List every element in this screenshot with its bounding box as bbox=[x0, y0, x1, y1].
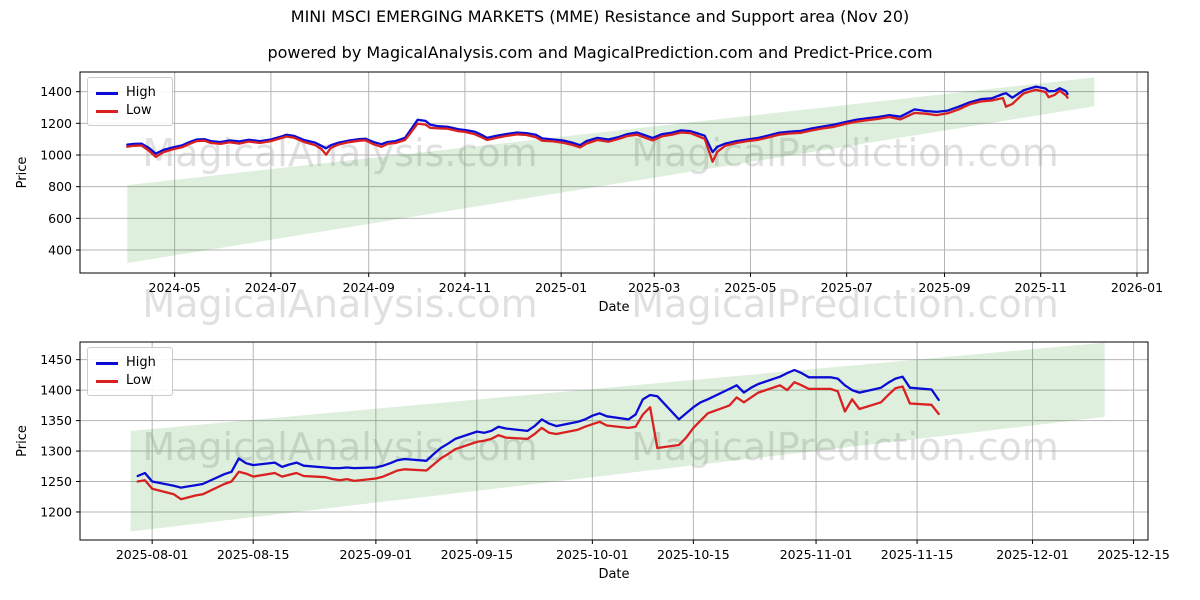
y-tick-label: 1350 bbox=[40, 413, 72, 428]
y-tick-label: 400 bbox=[48, 243, 72, 258]
y-tick-label: 1450 bbox=[40, 352, 72, 367]
y-tick-label: 800 bbox=[48, 179, 72, 194]
legend-label-low: Low bbox=[126, 103, 152, 118]
legend-row-high: High bbox=[96, 84, 164, 102]
x-tick-label: 2025-08-01 bbox=[116, 547, 189, 562]
overview-chart-low-line bbox=[126, 88, 1069, 163]
support-resistance-area bbox=[127, 77, 1095, 264]
x-tick-label: 2025-10-15 bbox=[657, 547, 730, 562]
y-tick-label: 1200 bbox=[40, 504, 72, 519]
y-tick-label: 1300 bbox=[40, 444, 72, 459]
axes-frame bbox=[79, 71, 1149, 274]
high-line-swatch bbox=[96, 91, 118, 95]
x-tick-label: 2025-09 bbox=[918, 280, 970, 295]
x-tick-label: 2024-11 bbox=[439, 280, 491, 295]
x-tick-label: 2025-05 bbox=[724, 280, 776, 295]
x-tick-label: 2024-07 bbox=[245, 280, 297, 295]
overview-chart-high-line bbox=[126, 85, 1069, 155]
x-tick-label: 2025-09-15 bbox=[441, 547, 514, 562]
x-tick-label: 2025-12-15 bbox=[1097, 547, 1170, 562]
y-tick-label: 1000 bbox=[40, 147, 72, 162]
watermark-text: MagicalPrediction.com bbox=[631, 282, 1059, 326]
x-tick-label: 2025-11-15 bbox=[881, 547, 954, 562]
x-tick-label: 2025-03 bbox=[628, 280, 680, 295]
x-tick-label: 2024-09 bbox=[343, 280, 395, 295]
legend-label-high: High bbox=[126, 85, 156, 100]
detail-chart-high-line bbox=[136, 368, 940, 489]
y-axis-label: Price bbox=[15, 157, 30, 189]
chart-title: MINI MSCI EMERGING MARKETS (MME) Resista… bbox=[290, 7, 910, 26]
legend-row-high: High bbox=[96, 354, 164, 372]
watermark-text: MagicalAnalysis.com bbox=[142, 131, 537, 175]
x-axis-label: Date bbox=[598, 567, 629, 582]
y-tick-label: 600 bbox=[48, 211, 72, 226]
x-tick-label: 2025-07 bbox=[821, 280, 873, 295]
legend-label-high: High bbox=[126, 355, 156, 370]
watermark-text: MagicalPrediction.com bbox=[631, 425, 1059, 469]
x-tick-label: 2025-08-15 bbox=[217, 547, 290, 562]
low-line-swatch bbox=[96, 379, 118, 383]
x-tick-label: 2025-11-01 bbox=[780, 547, 853, 562]
detail-chart: 2025-08-01 2025-08-15 2025-09-01 2025-09-15… bbox=[15, 341, 1170, 582]
detail-chart-low-line bbox=[136, 381, 940, 501]
x-tick-label: 2025-01 bbox=[535, 280, 587, 295]
watermarks: MagicalAnalysis.com MagicalPrediction.com… bbox=[142, 131, 1058, 469]
y-axis-label: Price bbox=[15, 425, 30, 457]
legend-row-low: Low bbox=[96, 102, 164, 120]
x-tick-label: 2025-09-01 bbox=[340, 547, 413, 562]
x-tick-label: 2026-01 bbox=[1111, 280, 1163, 295]
x-axis-label: Date bbox=[598, 300, 629, 315]
watermark-text: MagicalAnalysis.com bbox=[142, 282, 537, 326]
x-tick-label: 2025-11 bbox=[1015, 280, 1067, 295]
x-tick-label: 2024-05 bbox=[149, 280, 201, 295]
y-tick-label: 1200 bbox=[40, 116, 72, 131]
y-tick-label: 1400 bbox=[40, 383, 72, 398]
y-tick-label: 1400 bbox=[40, 84, 72, 99]
legend-label-low: Low bbox=[126, 373, 152, 388]
high-line-swatch bbox=[96, 361, 118, 365]
support-resistance-area bbox=[130, 342, 1105, 532]
top-chart-legend: High Low bbox=[87, 77, 173, 126]
legend-row-low: Low bbox=[96, 372, 164, 390]
low-line-swatch bbox=[96, 109, 118, 113]
axes-frame bbox=[79, 341, 1149, 541]
y-tick-label: 1250 bbox=[40, 474, 72, 489]
x-tick-label: 2025-12-01 bbox=[996, 547, 1069, 562]
x-tick-label: 2025-10-01 bbox=[556, 547, 629, 562]
chart-subtitle: powered by MagicalAnalysis.com and Magic… bbox=[267, 43, 933, 62]
overview-chart: 2024-05 2024-07 2024-09 2024-11 2025-01 2025-… bbox=[15, 71, 1163, 315]
bottom-chart-legend: High Low bbox=[87, 347, 173, 396]
